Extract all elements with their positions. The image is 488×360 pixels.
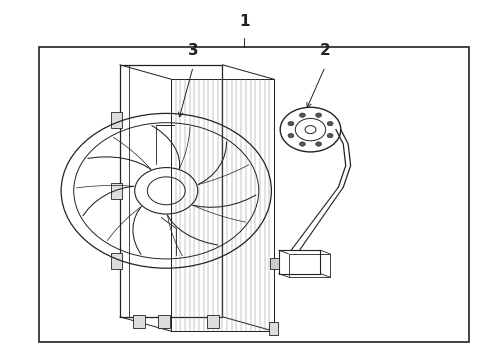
Bar bbox=[206, 315, 219, 328]
Bar bbox=[39, 47, 468, 342]
Circle shape bbox=[315, 113, 321, 117]
Bar bbox=[111, 253, 122, 269]
Text: 2: 2 bbox=[319, 42, 330, 58]
Circle shape bbox=[326, 134, 332, 138]
Circle shape bbox=[287, 134, 293, 138]
Bar bbox=[111, 183, 122, 199]
Circle shape bbox=[305, 126, 315, 134]
Circle shape bbox=[287, 121, 293, 126]
Bar bbox=[268, 322, 277, 335]
Circle shape bbox=[315, 142, 321, 146]
Circle shape bbox=[326, 121, 332, 126]
Circle shape bbox=[299, 113, 305, 117]
Bar bbox=[133, 315, 145, 328]
Bar bbox=[157, 315, 170, 328]
Text: 3: 3 bbox=[187, 42, 198, 58]
Text: 1: 1 bbox=[239, 14, 249, 29]
Bar bbox=[269, 258, 278, 269]
Bar bbox=[111, 112, 122, 129]
Circle shape bbox=[299, 142, 305, 146]
